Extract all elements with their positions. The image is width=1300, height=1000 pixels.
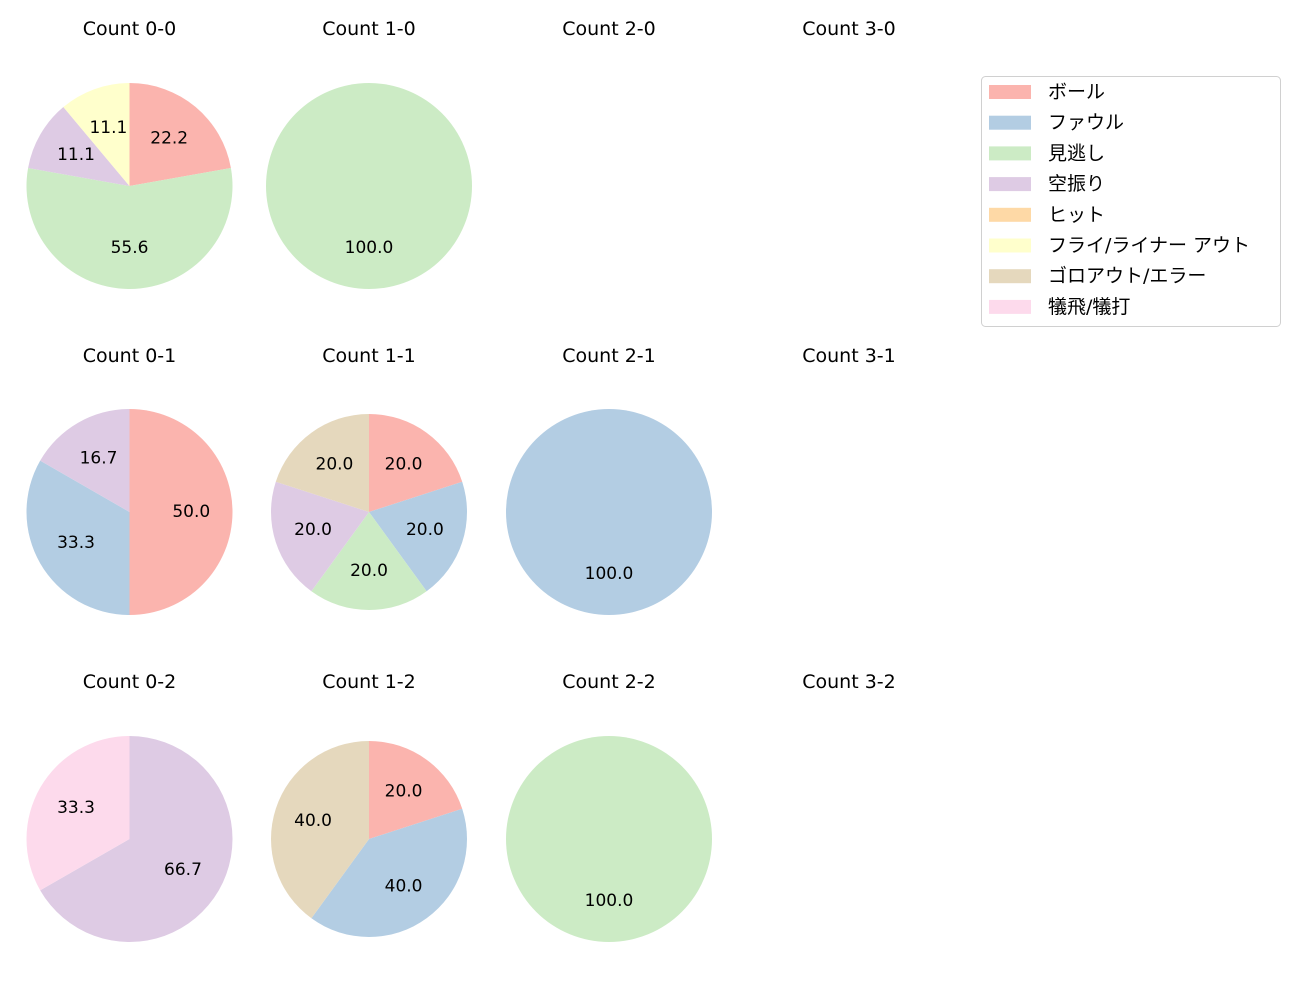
pie-6: Count 1-1 20.0 20.0 20.0 20.0 20.0: [270, 345, 467, 611]
pie-title: Count 0-0: [83, 18, 177, 40]
pie-title: Count 2-0: [562, 18, 656, 40]
legend-item: ヒット: [989, 204, 1105, 226]
legend-swatch: [989, 146, 1031, 161]
pie-slice-label: 33.3: [57, 798, 95, 818]
pie-title: Count 2-1: [562, 345, 656, 367]
pie-slice-label: 11.1: [57, 145, 95, 165]
pie-3: Count 2-0: [562, 18, 656, 40]
legend-item: 見逃し: [989, 142, 1105, 164]
pie-slice: [506, 409, 712, 615]
pie-slice-label: 22.2: [150, 129, 188, 149]
legend-item: ファウル: [989, 112, 1124, 134]
pie-title: Count 0-2: [83, 671, 177, 693]
pie-slice: [311, 808, 467, 937]
pie-slice: [28, 107, 130, 186]
pie-10: Count 1-2 20.0 40.0 40.0: [271, 671, 467, 937]
pie-slice-label: 20.0: [294, 520, 332, 540]
pie-title: Count 0-1: [83, 345, 177, 367]
pie-slice-label: 20.0: [350, 561, 388, 581]
legend-item: 犠飛/犠打: [989, 296, 1130, 318]
pie-slice: [266, 83, 472, 289]
legend-label: ボール: [1048, 81, 1105, 103]
pie-slice: [270, 481, 369, 592]
legend-label: ヒット: [1048, 204, 1105, 226]
pie-slice-label: 40.0: [294, 811, 332, 831]
pie-slice: [40, 736, 233, 942]
pie-slice: [271, 741, 369, 919]
legend-label: ゴロアウト/エラー: [1048, 265, 1206, 287]
pie-title: Count 3-1: [802, 345, 896, 367]
pie-slice: [369, 481, 467, 592]
pie-slice-label: 20.0: [316, 454, 354, 474]
pie-slice: [40, 409, 130, 512]
pie-9: Count 0-2 66.7 33.3: [26, 671, 233, 942]
pie-title: Count 1-2: [322, 671, 416, 693]
legend-swatch: [989, 299, 1031, 314]
pie-slice-label: 100.0: [585, 564, 634, 584]
pie-slice-label: 55.6: [111, 238, 149, 258]
legend-item: ゴロアウト/エラー: [989, 265, 1206, 287]
pie-slice: [129, 83, 231, 186]
pie-title: Count 3-0: [802, 18, 896, 40]
pie-5: Count 0-1 50.0 33.3 16.7: [26, 345, 233, 615]
legend-swatch: [989, 85, 1031, 99]
legend-item: 空振り: [989, 173, 1105, 195]
pie-2: Count 1-0 100.0: [266, 18, 472, 289]
pie-slice: [311, 512, 427, 611]
pie-slice-label: 20.0: [406, 520, 444, 540]
pie-slice-label: 16.7: [80, 449, 118, 469]
pie-7: Count 2-1 100.0: [506, 345, 712, 615]
pie-slice: [369, 741, 463, 839]
pie-slice-label: 40.0: [385, 877, 423, 897]
pie-slice: [26, 736, 130, 891]
pie-slice: [506, 736, 712, 942]
legend-swatch: [989, 207, 1031, 222]
legend-label: ファウル: [1048, 112, 1124, 134]
pie-8: Count 3-1: [802, 345, 896, 367]
legend-item: フライ/ライナー アウト: [989, 235, 1250, 257]
pie-slice-label: 20.0: [385, 781, 423, 801]
pie-slice: [275, 414, 369, 512]
legend-label: フライ/ライナー アウト: [1048, 235, 1250, 257]
legend-item: ボール: [989, 81, 1105, 103]
pie-1: Count 0-0 22.2 55.6 11.1 11.1: [26, 18, 233, 290]
pie-title: Count 1-1: [322, 345, 416, 367]
pie-slice-label: 100.0: [345, 238, 394, 258]
legend-swatch: [989, 269, 1031, 284]
pie-title: Count 2-2: [562, 671, 656, 693]
pie-slice-label: 50.0: [172, 502, 210, 522]
pie-12: Count 3-2: [802, 671, 896, 693]
legend-swatch: [989, 238, 1031, 253]
pie-slice-label: 20.0: [385, 454, 423, 474]
pie-slice: [26, 167, 233, 290]
pie-slice-label: 100.0: [585, 891, 634, 911]
pie-11: Count 2-2 100.0: [506, 671, 712, 942]
pie-slice: [369, 414, 463, 512]
legend-label: 見逃し: [1048, 142, 1105, 164]
pie-slice-label: 33.3: [57, 533, 95, 553]
legend-label: 犠飛/犠打: [1048, 296, 1130, 318]
legend-label: 空振り: [1048, 173, 1105, 195]
pie-slice: [63, 83, 130, 186]
pie-slice-label: 11.1: [89, 118, 127, 138]
legend-frame: [981, 76, 1281, 327]
legend-swatch: [989, 177, 1031, 192]
pie-4: Count 3-0: [802, 18, 896, 40]
pie-slice: [26, 460, 130, 615]
pie-slice-label: 66.7: [164, 860, 202, 880]
pie-slice: [129, 409, 233, 615]
pie-title: Count 1-0: [322, 18, 416, 40]
legend-swatch: [989, 115, 1031, 130]
pie-title: Count 3-2: [802, 671, 896, 693]
